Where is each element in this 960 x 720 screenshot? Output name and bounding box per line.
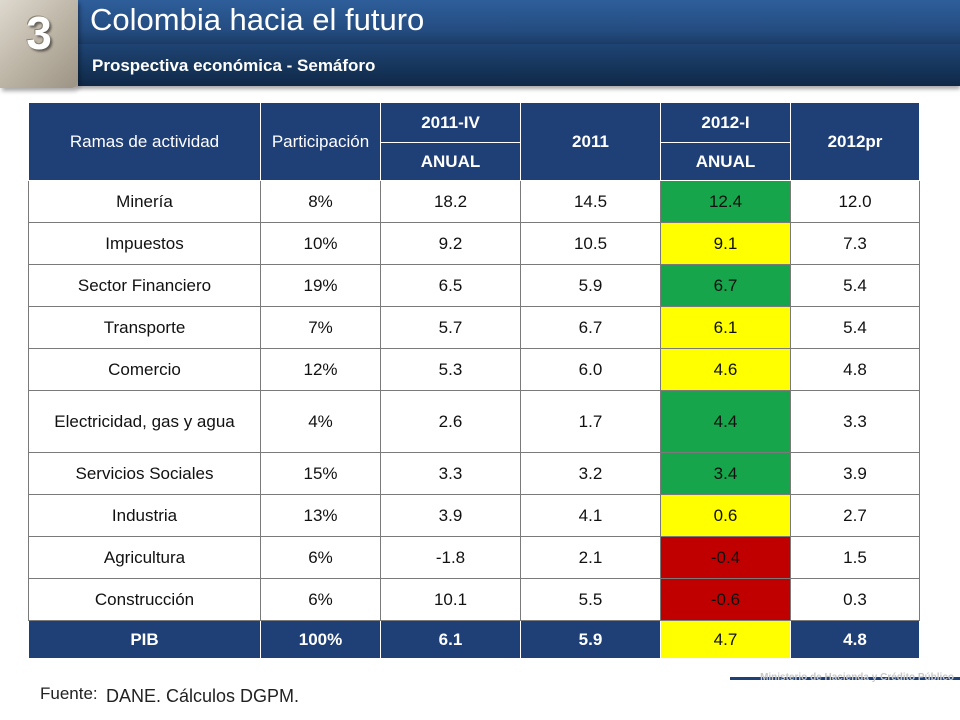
row-2011: 14.5 [520,180,661,223]
row-2012pr: 3.3 [790,390,920,453]
row-2011: 6.0 [520,348,661,391]
header-top-strip [78,0,960,44]
row-name: Agricultura [28,536,261,579]
footer-divider [730,677,960,680]
table-body: Minería 8% 18.2 14.5 12.4 12.0 Impuestos 10% 9.2… [28,180,920,659]
row-2011: 1.7 [520,390,661,453]
section-number: 3 [26,7,52,59]
row-2011: 5.9 [520,264,661,307]
page-subtitle: Prospectiva económica - Semáforo [92,56,376,75]
row-2011-iv: 2.6 [380,390,521,453]
row-2012pr: 3.9 [790,452,920,495]
header-ramas: Ramas de actividad [28,102,261,181]
row-2011: 10.5 [520,222,661,265]
table-row: Agricultura 6% -1.8 2.1 -0.4 1.5 [28,536,920,579]
row-2011-iv: 9.2 [380,222,521,265]
row-2012pr: 5.4 [790,264,920,307]
row-2012pr: 5.4 [790,306,920,349]
row-2011-iv: -1.8 [380,536,521,579]
table-row: Comercio 12% 5.3 6.0 4.6 4.8 [28,348,920,391]
page-title: Colombia hacia el futuro [90,2,425,37]
row-participacion: 13% [260,494,381,537]
header-subtitle-band [78,44,960,86]
row-participacion: 12% [260,348,381,391]
row-2011: 6.7 [520,306,661,349]
row-participacion: 8% [260,180,381,223]
table-row: Impuestos 10% 9.2 10.5 9.1 7.3 [28,222,920,265]
source-text: DANE. Cálculos DGPM. [106,686,300,706]
table-row: Construcción 6% 10.1 5.5 -0.6 0.3 [28,578,920,621]
row-2012-i: 12.4 [660,180,791,223]
row-participacion: 6% [260,536,381,579]
row-2012-i: 4.4 [660,390,791,453]
row-participacion: 7% [260,306,381,349]
row-2012-i: 0.6 [660,494,791,537]
total-part: 100% [260,620,381,659]
semaforo-table: Ramas de actividad Participación 2011-IV… [28,102,920,659]
row-participacion: 15% [260,452,381,495]
ministry-label: Ministerio de Hacienda y Crédito Público [760,672,954,683]
row-participacion: 19% [260,264,381,307]
total-q2012i: 4.7 [660,620,791,659]
table-row: Sector Financiero 19% 6.5 5.9 6.7 5.4 [28,264,920,307]
row-2011-iv: 3.3 [380,452,521,495]
total-name: PIB [28,620,261,659]
row-2012pr: 0.3 [790,578,920,621]
row-2011-iv: 10.1 [380,578,521,621]
header-2011: 2011 [520,102,661,181]
table-row-total: PIB 100% 6.1 5.9 4.7 4.8 [28,620,920,659]
total-q2011iv: 6.1 [380,620,521,659]
row-2012pr: 7.3 [790,222,920,265]
header-2012-i: 2012-I [660,102,791,143]
row-2012-i: 6.1 [660,306,791,349]
table-row: Servicios Sociales 15% 3.3 3.2 3.4 3.9 [28,452,920,495]
row-name: Servicios Sociales [28,452,261,495]
total-y2012pr: 4.8 [790,620,920,659]
table-row: Industria 13% 3.9 4.1 0.6 2.7 [28,494,920,537]
row-participacion: 10% [260,222,381,265]
row-2011-iv: 5.3 [380,348,521,391]
header-participacion: Participación [260,102,381,181]
table-row: Transporte 7% 5.7 6.7 6.1 5.4 [28,306,920,349]
row-name: Impuestos [28,222,261,265]
row-2012-i: 4.6 [660,348,791,391]
row-2012-i: -0.6 [660,578,791,621]
source-label: Fuente: [40,684,98,703]
header-2011-iv: 2011-IV [380,102,521,143]
row-name: Transporte [28,306,261,349]
row-2012-i: 6.7 [660,264,791,307]
row-2011-iv: 3.9 [380,494,521,537]
row-2012-i: 9.1 [660,222,791,265]
row-2011: 3.2 [520,452,661,495]
row-2011: 4.1 [520,494,661,537]
header-2012pr: 2012pr [790,102,920,181]
row-2011: 5.5 [520,578,661,621]
row-name: Sector Financiero [28,264,261,307]
section-number-badge: 3 [0,0,78,88]
row-name: Construcción [28,578,261,621]
row-2012-i: 3.4 [660,452,791,495]
row-2011: 2.1 [520,536,661,579]
row-participacion: 6% [260,578,381,621]
row-2011-iv: 6.5 [380,264,521,307]
row-name: Industria [28,494,261,537]
row-2012-i: -0.4 [660,536,791,579]
total-y2011: 5.9 [520,620,661,659]
row-2012pr: 1.5 [790,536,920,579]
table-row: Electricidad, gas y agua 4% 2.6 1.7 4.4 3.3 [28,390,920,453]
row-name: Electricidad, gas y agua [28,390,261,453]
row-name: Minería [28,180,261,223]
row-2012pr: 4.8 [790,348,920,391]
row-2011-iv: 18.2 [380,180,521,223]
row-participacion: 4% [260,390,381,453]
row-2012pr: 12.0 [790,180,920,223]
header-2012-i-anual: ANUAL [660,142,791,181]
header-band: 3 Colombia hacia el futuro Prospectiva e… [0,0,960,92]
table-row: Minería 8% 18.2 14.5 12.4 12.0 [28,180,920,223]
row-2012pr: 2.7 [790,494,920,537]
header-2011-iv-anual: ANUAL [380,142,521,181]
row-2011-iv: 5.7 [380,306,521,349]
row-name: Comercio [28,348,261,391]
